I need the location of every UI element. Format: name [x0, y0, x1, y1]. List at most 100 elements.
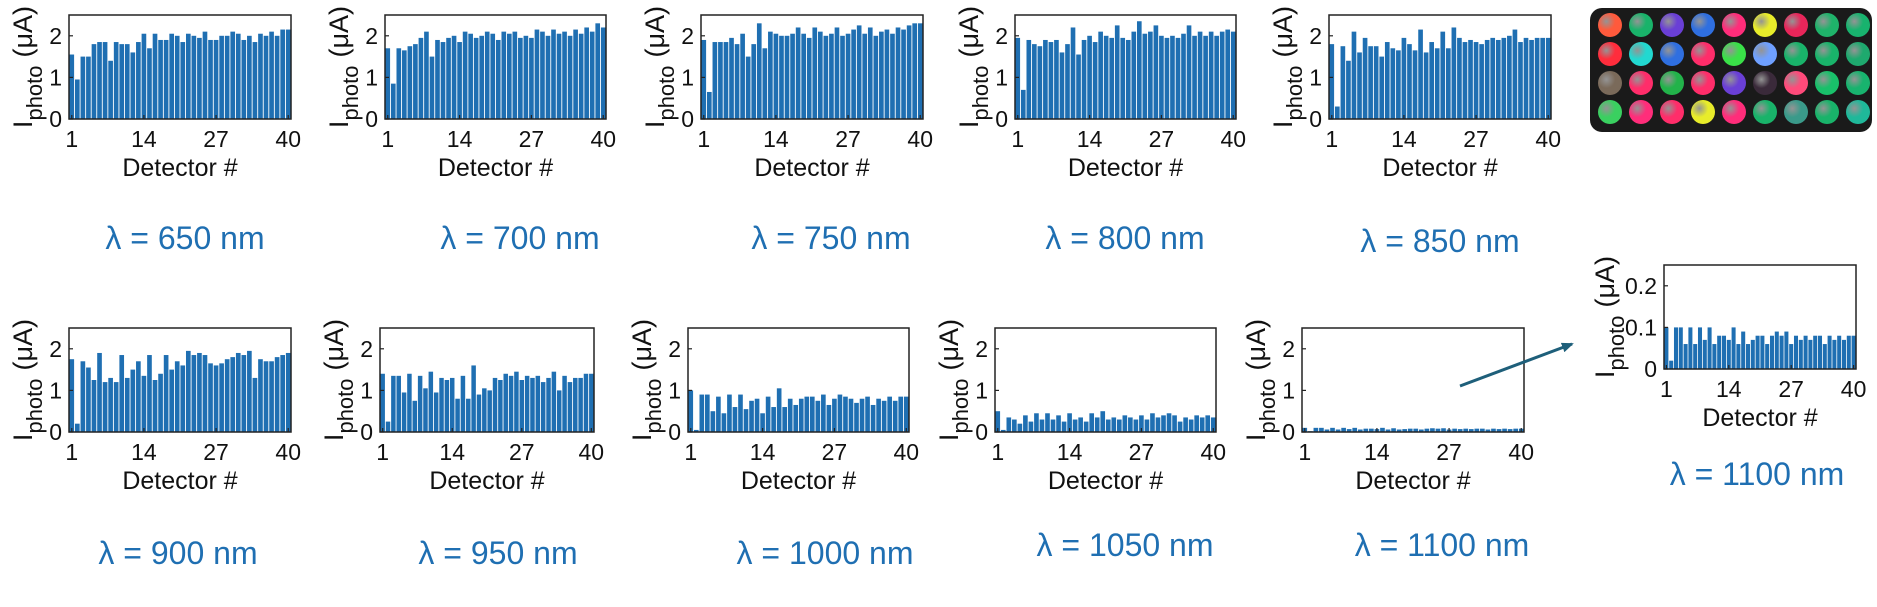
x-tick-label: 27	[1463, 126, 1489, 152]
bar	[1423, 52, 1429, 119]
bar	[1774, 331, 1779, 369]
bar	[1693, 344, 1698, 369]
bar	[583, 373, 589, 432]
bar	[185, 350, 191, 432]
x-tick-label: 40	[1841, 376, 1867, 402]
detector-dot	[1629, 100, 1653, 124]
x-tick-label: 1	[1660, 376, 1673, 402]
bar	[91, 44, 97, 120]
bar	[495, 39, 501, 119]
bar	[751, 44, 757, 120]
bar	[158, 373, 163, 432]
x-tick-label: 40	[275, 126, 301, 152]
x-tick-label: 27	[203, 439, 229, 465]
detector-dot	[1815, 42, 1839, 66]
bar	[1139, 415, 1144, 432]
x-axis-label: Detector #	[122, 467, 237, 495]
bar	[1363, 428, 1369, 432]
bar	[1474, 428, 1480, 432]
bar	[69, 359, 75, 432]
detector-dot	[1691, 42, 1715, 66]
bar	[285, 352, 291, 432]
bar	[1434, 48, 1440, 119]
bar	[840, 35, 845, 119]
detector-dot	[1784, 71, 1808, 95]
bar	[136, 42, 141, 119]
x-tick-label: 27	[509, 439, 535, 465]
y-tick-label: 0	[360, 419, 373, 445]
bar	[1445, 48, 1451, 119]
bar	[584, 27, 589, 120]
bar	[1702, 339, 1707, 369]
bar	[1480, 428, 1485, 432]
bar	[834, 27, 840, 120]
bar	[765, 396, 771, 432]
axes-frame	[700, 14, 924, 120]
bar	[1369, 428, 1374, 432]
bar	[1070, 27, 1076, 120]
x-tick-label: 14	[131, 126, 157, 152]
x-tick-label: 14	[131, 439, 157, 465]
bar	[482, 388, 487, 432]
bar	[529, 37, 534, 119]
wavelength-caption: λ = 900 nm	[98, 535, 257, 571]
bar	[241, 39, 247, 119]
bar	[890, 33, 895, 119]
bar	[1490, 37, 1496, 119]
bar	[1032, 44, 1037, 120]
bar	[1181, 33, 1186, 119]
x-tick-label: 14	[1077, 126, 1103, 152]
bar	[1697, 327, 1703, 369]
bar	[86, 367, 91, 432]
bar	[848, 398, 854, 432]
bar	[1155, 417, 1161, 432]
bar	[1362, 37, 1368, 119]
bar	[396, 48, 402, 119]
bar	[1837, 335, 1842, 369]
bar	[147, 355, 152, 432]
bar	[760, 413, 765, 432]
y-tick-label: 2	[681, 23, 694, 49]
detector-dot	[1846, 13, 1870, 37]
detector-dot	[1784, 42, 1808, 66]
y-axis-label: Iphoto(μA)	[324, 6, 363, 128]
bar	[141, 375, 147, 432]
bar	[826, 404, 832, 432]
bar	[845, 33, 851, 119]
bar	[856, 25, 862, 119]
bar	[1851, 335, 1856, 369]
bar	[867, 27, 873, 120]
bar	[152, 33, 158, 119]
bar	[540, 31, 545, 119]
bar	[1384, 42, 1390, 119]
bar	[449, 377, 455, 432]
bar	[892, 400, 898, 432]
bar	[743, 409, 749, 432]
bar	[1105, 419, 1111, 432]
detector-dot	[1753, 100, 1777, 124]
bar	[1078, 417, 1083, 432]
bar	[535, 375, 541, 432]
detector-dot	[1815, 71, 1839, 95]
bar	[917, 23, 923, 119]
x-axis-label: Detector #	[1355, 467, 1470, 495]
bar	[832, 398, 837, 432]
bar	[876, 398, 881, 432]
bar	[433, 392, 439, 432]
x-tick-label: 14	[439, 439, 465, 465]
bar	[130, 369, 136, 432]
bar	[812, 27, 818, 120]
bar	[424, 31, 429, 119]
bar	[1098, 31, 1103, 119]
bar	[402, 50, 407, 119]
detector-dot	[1753, 13, 1777, 37]
y-tick-label: 2	[995, 23, 1008, 49]
bar	[69, 54, 75, 119]
bar	[1457, 429, 1463, 432]
bar	[1380, 427, 1385, 432]
bar	[208, 363, 213, 432]
bar	[1501, 37, 1507, 119]
bar	[801, 33, 806, 119]
bar	[573, 377, 578, 432]
